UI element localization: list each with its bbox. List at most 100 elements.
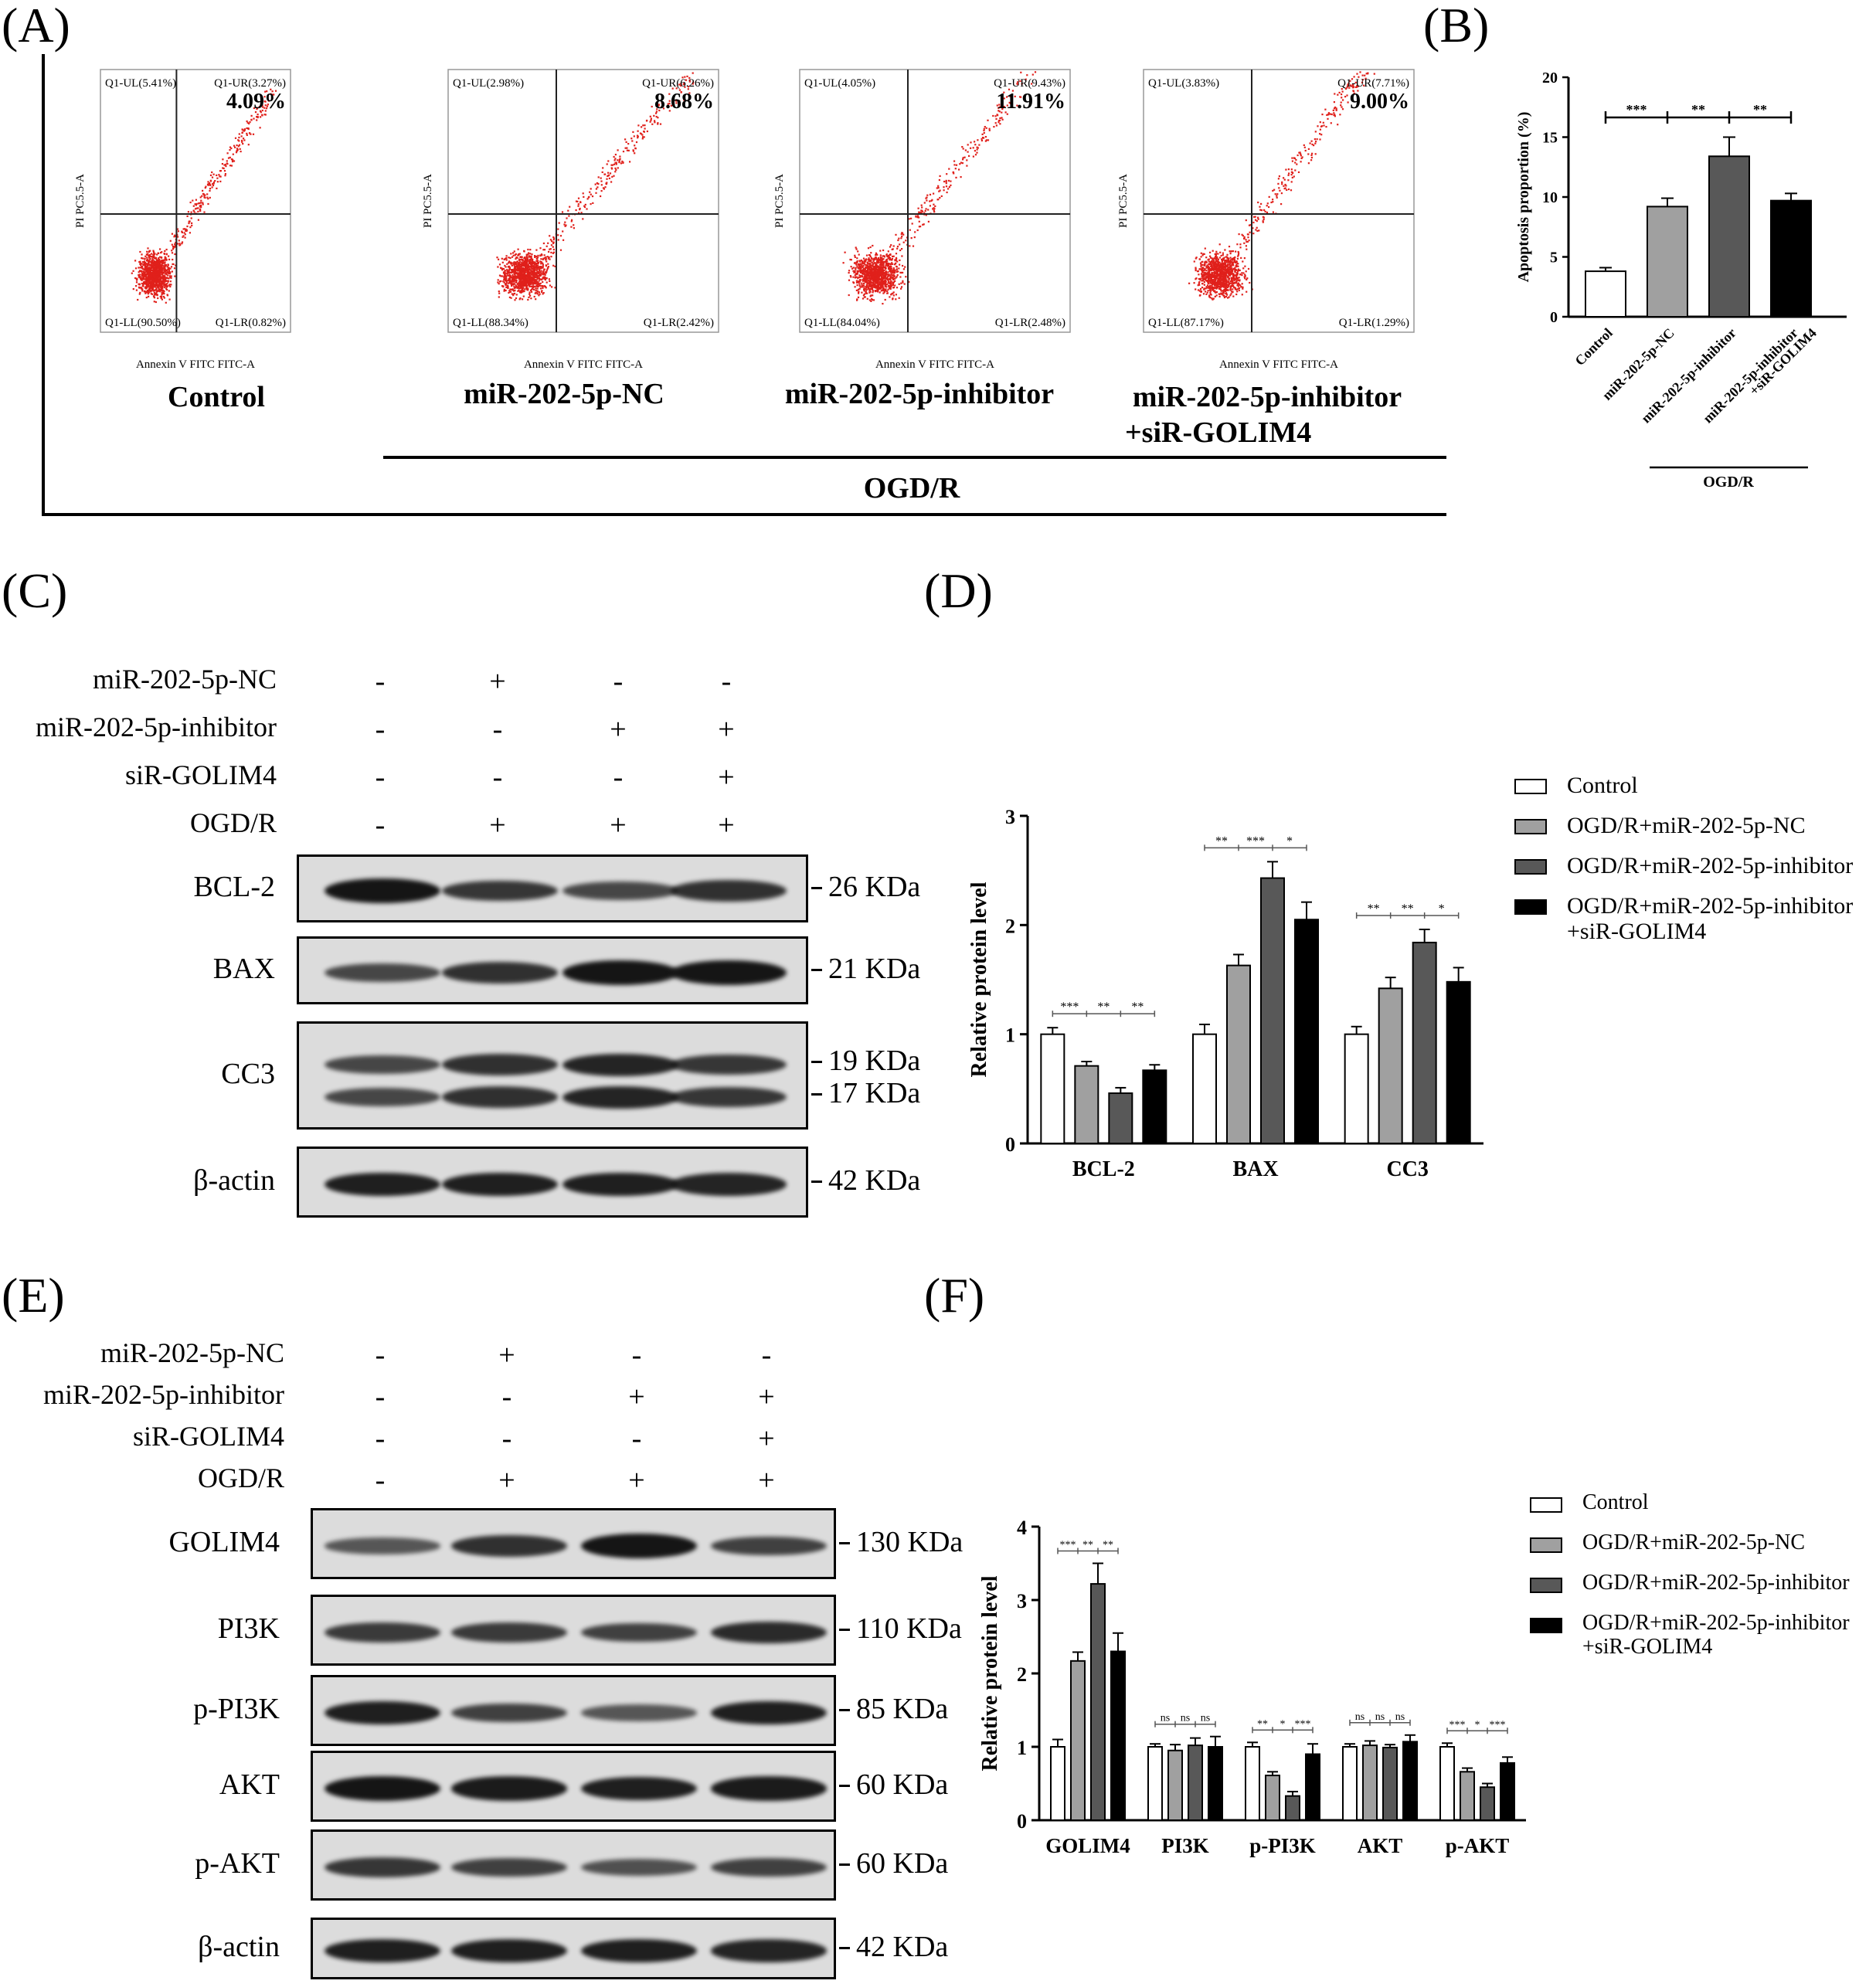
flow-plot-4: Q1-UL(3.83%) Q1-UR(7.71%)9.00% Q1-LL(87.17… bbox=[1117, 69, 1415, 371]
quadrant-ll-label: Q1-LL(84.04%) bbox=[804, 317, 880, 329]
legend-swatch-1 bbox=[1530, 1497, 1562, 1513]
condition-label: miR-202-5p-NC bbox=[100, 1337, 284, 1368]
bar-1 bbox=[1585, 270, 1626, 318]
blot-band bbox=[325, 1055, 440, 1075]
blot-band bbox=[325, 1857, 440, 1878]
blot-row-label: BCL-2 bbox=[193, 871, 275, 903]
condition-sign: - bbox=[631, 1422, 642, 1455]
blot-band bbox=[442, 1086, 558, 1108]
blot-strip bbox=[297, 854, 808, 922]
condition-label: siR-GOLIM4 bbox=[133, 1421, 284, 1452]
condition-sign: - bbox=[375, 665, 386, 698]
condition-sign: - bbox=[375, 1464, 386, 1496]
chart-f-legend: Control OGD/R+miR-202-5p-NC OGD/R+miR-202-… bbox=[1530, 1490, 1870, 1684]
ogd-group-label: OGD/R bbox=[863, 472, 960, 504]
quadrant-ur-label: Q1-UR(9.43%) bbox=[994, 77, 1065, 90]
blot-band bbox=[442, 1172, 558, 1197]
blot-strip bbox=[297, 1021, 808, 1130]
y-tick-label: 20 bbox=[1542, 70, 1558, 87]
flow-xlabel: Annexin V FITC FITC-A bbox=[875, 358, 994, 371]
blot-band bbox=[325, 1088, 440, 1107]
condition-label: OGD/R bbox=[197, 1463, 284, 1493]
blot-row-label: CC3 bbox=[221, 1058, 275, 1090]
blot-band bbox=[671, 880, 787, 902]
significance-mark: *** bbox=[1490, 1719, 1506, 1731]
condition-sign: - bbox=[375, 809, 386, 841]
legend-swatch-2 bbox=[1530, 1537, 1562, 1553]
bar-BCL-2-4 bbox=[1142, 1069, 1167, 1145]
bar-CC3-4 bbox=[1446, 980, 1471, 1144]
panel-label-a: (A) bbox=[2, 0, 70, 53]
condition-sign: + bbox=[489, 809, 506, 841]
significance-mark: ** bbox=[1097, 1000, 1110, 1014]
y-axis-label: Relative protein level bbox=[967, 882, 991, 1077]
condition-sign: - bbox=[631, 1339, 642, 1371]
bar-BCL-2-1 bbox=[1040, 1033, 1065, 1144]
kda-label: 17 KDa bbox=[828, 1077, 921, 1110]
kda-label: 21 KDa bbox=[828, 953, 921, 985]
flow-title-inhibitor: miR-202-5p-inhibitor bbox=[784, 378, 1055, 410]
y-tick-label: 5 bbox=[1550, 250, 1558, 267]
condition-sign: + bbox=[718, 809, 735, 841]
panel-label-b: (B) bbox=[1423, 0, 1490, 53]
kda-tick bbox=[811, 1181, 822, 1183]
significance-mark: ** bbox=[1753, 102, 1767, 117]
condition-sign: - bbox=[492, 713, 503, 746]
legend-label-1: Control bbox=[1567, 773, 1638, 798]
blot-c: miR-202-5p-NC - + - - miR-202-5p-inhibitor - - +… bbox=[0, 0, 920, 1218]
condition-label: OGD/R bbox=[189, 807, 277, 838]
kda-tick bbox=[811, 1061, 822, 1064]
blot-band bbox=[442, 1054, 558, 1075]
y-tick-label: 0 bbox=[1550, 309, 1558, 326]
y-tick-label: 0 bbox=[1017, 1810, 1027, 1833]
blot-strip bbox=[311, 1595, 836, 1666]
panel-label-e: (E) bbox=[2, 1268, 65, 1323]
condition-sign: - bbox=[613, 761, 624, 793]
quadrant-ur-label: Q1-UR(3.27%) bbox=[214, 77, 286, 90]
bar-CC3-1 bbox=[1344, 1033, 1369, 1144]
bar-p-PI3K-3 bbox=[1285, 1795, 1300, 1821]
condition-sign: - bbox=[375, 761, 386, 793]
y-tick-label: 10 bbox=[1542, 189, 1558, 206]
bar-AKT-3 bbox=[1382, 1746, 1398, 1822]
blot-band bbox=[451, 1535, 567, 1557]
condition-sign: - bbox=[375, 1339, 386, 1371]
blot-row-label: β-actin bbox=[193, 1164, 275, 1197]
significance-mark: * bbox=[1475, 1719, 1480, 1731]
y-tick-label: 2 bbox=[1017, 1663, 1027, 1686]
bar-BAX-4 bbox=[1294, 919, 1319, 1144]
category-label: p-AKT bbox=[1446, 1834, 1510, 1857]
significance-mark: ns bbox=[1395, 1711, 1405, 1723]
kda-tick bbox=[839, 1863, 850, 1866]
significance-mark: ns bbox=[1375, 1711, 1385, 1723]
blot-strip bbox=[297, 1147, 808, 1218]
blot-e: miR-202-5p-NC - + - - miR-202-5p-inhibitor - - +… bbox=[0, 0, 963, 1979]
flow-title-control: Control bbox=[168, 381, 265, 413]
y-axis-label: Apoptosis proportion (%) bbox=[1515, 112, 1532, 283]
blot-strip bbox=[311, 1508, 836, 1579]
condition-label: miR-202-5p-inhibitor bbox=[36, 712, 277, 742]
blot-band bbox=[325, 1776, 440, 1801]
y-tick-label: 3 bbox=[1005, 806, 1015, 828]
blot-band bbox=[325, 1700, 440, 1725]
blot-band bbox=[581, 1938, 697, 1963]
condition-sign: - bbox=[492, 761, 503, 793]
blot-band bbox=[325, 1537, 440, 1554]
flow-xlabel: Annexin V FITC FITC-A bbox=[136, 358, 255, 371]
kda-label: 42 KDa bbox=[856, 1931, 949, 1963]
condition-sign: + bbox=[758, 1464, 775, 1496]
bar-BCL-2-3 bbox=[1108, 1092, 1133, 1144]
condition-sign: - bbox=[721, 665, 732, 698]
blot-band bbox=[325, 878, 440, 903]
blot-band bbox=[325, 963, 440, 982]
significance-mark: *** bbox=[1246, 834, 1265, 848]
blot-row-label: GOLIM4 bbox=[168, 1526, 280, 1558]
kda-label: 130 KDa bbox=[856, 1526, 963, 1558]
bar-AKT-2 bbox=[1362, 1744, 1378, 1822]
condition-sign: - bbox=[375, 1422, 386, 1455]
condition-sign: + bbox=[610, 713, 627, 746]
kda-label: 110 KDa bbox=[856, 1612, 962, 1645]
significance-mark: ns bbox=[1181, 1713, 1190, 1724]
blot-row-label: PI3K bbox=[217, 1612, 280, 1645]
